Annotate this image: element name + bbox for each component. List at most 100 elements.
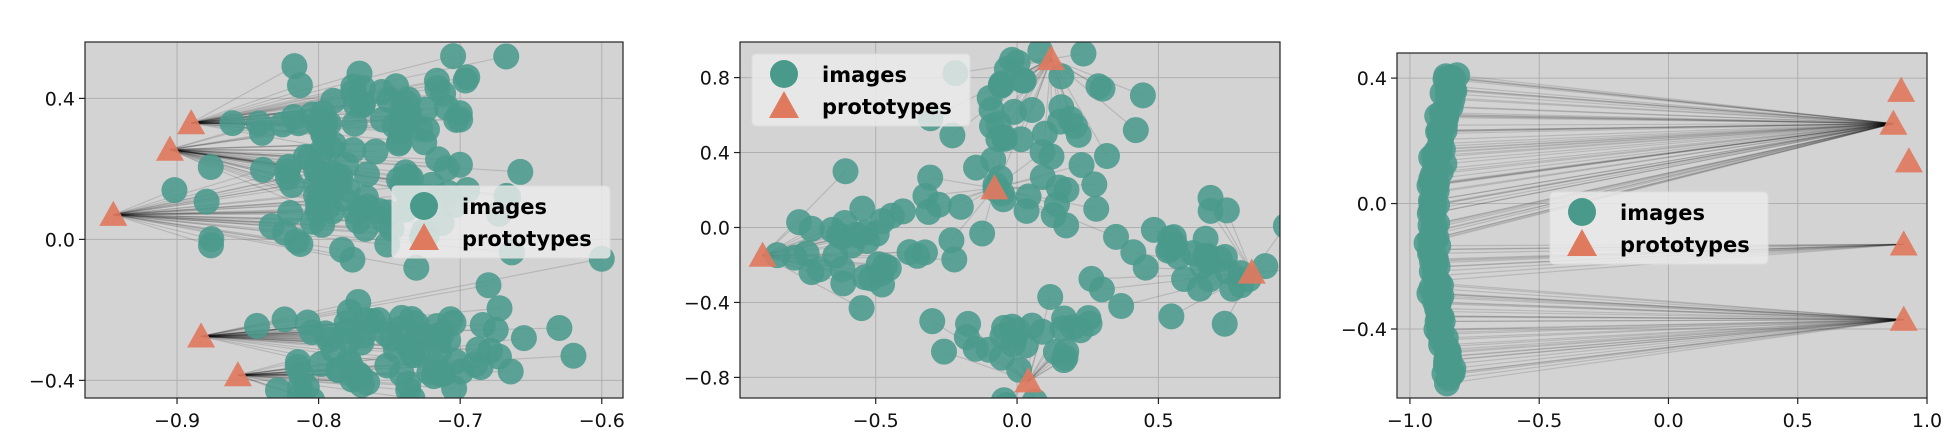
- x-axis: −0.5 0.0 0.5: [853, 398, 1174, 432]
- assignment-line: [1446, 318, 1904, 348]
- assignment-line: [1445, 318, 1904, 339]
- image-point: [333, 310, 360, 337]
- image-point: [446, 151, 473, 178]
- assignment-line: [1446, 318, 1904, 384]
- legend-prototypes-marker: [1567, 229, 1597, 256]
- legend-prototypes-marker: [769, 91, 799, 118]
- image-point: [930, 338, 957, 365]
- image-point: [362, 138, 389, 165]
- image-point: [919, 308, 946, 335]
- assignment-line: [1431, 122, 1894, 185]
- image-point: [493, 43, 520, 70]
- image-point: [281, 53, 308, 80]
- image-point: [278, 171, 305, 198]
- assignment-line: [113, 214, 285, 234]
- assignment-line: [113, 214, 212, 240]
- image-point: [978, 96, 1005, 123]
- image-point: [1076, 310, 1103, 337]
- assignment-line: [1440, 122, 1894, 173]
- assignment-line: [1426, 122, 1894, 244]
- prototype-marker: [1879, 109, 1908, 135]
- image-point: [277, 200, 304, 227]
- image-point: [1160, 224, 1187, 251]
- image-point: [1283, 256, 1309, 282]
- assignment-line: [1429, 122, 1894, 215]
- x-tick-label: −0.5: [1516, 410, 1562, 432]
- legend-images-marker: [1568, 198, 1596, 226]
- assignment-line: [190, 84, 301, 124]
- image-point: [1004, 317, 1031, 344]
- y-tick-label: 0.0: [1357, 194, 1387, 216]
- assignment-line: [1445, 78, 1894, 125]
- assignment-line: [1442, 92, 1894, 125]
- image-point: [890, 198, 917, 225]
- assignment-line: [1447, 106, 1894, 125]
- assignment-line: [1430, 122, 1894, 226]
- assignment-line: [1430, 122, 1894, 240]
- image-point: [353, 161, 380, 188]
- image-point: [193, 188, 220, 215]
- image-point: [447, 106, 474, 133]
- image-point: [1211, 310, 1238, 337]
- x-tick-label: −0.9: [154, 410, 200, 432]
- image-point: [969, 220, 996, 247]
- image-point: [454, 64, 481, 91]
- legend-prototypes-label: prototypes: [1620, 233, 1750, 257]
- assignment-line: [1433, 122, 1894, 157]
- image-point: [475, 272, 502, 299]
- assignment-line: [1431, 287, 1904, 321]
- image-point: [293, 374, 320, 398]
- prototype-marker: [1894, 147, 1923, 173]
- assignment-line: [1431, 122, 1894, 206]
- assignment-line: [1437, 293, 1904, 321]
- image-point: [1108, 293, 1135, 320]
- assignment-line: [1434, 122, 1894, 194]
- prototype-marker: [980, 174, 1009, 200]
- scatter-panel-1: −0.9 −0.8 −0.7 −0.6 −0.4 0.0 0.4 images prototyp…: [29, 41, 625, 432]
- assignment-line: [113, 214, 272, 227]
- assignment-line: [1441, 318, 1904, 335]
- assignment-line: [1434, 122, 1894, 205]
- image-point: [329, 236, 356, 263]
- image-point: [440, 43, 467, 70]
- image-point: [395, 370, 422, 397]
- image-point: [462, 351, 489, 378]
- assignment-line: [1444, 318, 1904, 375]
- image-point: [161, 177, 188, 204]
- assignment-line: [191, 73, 360, 124]
- assignment-line: [1439, 315, 1904, 321]
- assignment-line: [1446, 318, 1904, 358]
- legend-images-marker: [770, 60, 798, 88]
- image-point: [1068, 151, 1095, 178]
- axes-frame: [1396, 52, 1928, 399]
- y-tick-label: −0.4: [1341, 319, 1387, 341]
- image-point: [938, 227, 965, 254]
- assignment-line: [1441, 112, 1894, 125]
- image-point: [1093, 143, 1120, 170]
- image-point: [219, 110, 246, 137]
- assignment-line: [1450, 106, 1894, 125]
- prototype-marker: [1237, 258, 1266, 284]
- y-tick-label: 0.4: [700, 143, 730, 165]
- prototype-marker: [1889, 305, 1918, 331]
- y-tick-label: 0.8: [700, 68, 730, 90]
- prototype-marker: [155, 135, 184, 161]
- scatter-panel-3: −1.0 −0.5 0.0 0.5 1.0 −0.4 0.0 0.4 images prototy…: [1341, 52, 1942, 432]
- image-point: [1103, 223, 1130, 250]
- legend-box: [391, 185, 611, 259]
- axes-frame: [739, 41, 1281, 399]
- prototype-markers: [748, 44, 1266, 393]
- image-point: [340, 136, 367, 163]
- assignment-line: [201, 335, 413, 355]
- assignment-lines: [1426, 74, 1904, 384]
- legend-prototypes-label: prototypes: [822, 95, 952, 119]
- assignment-line: [1442, 115, 1894, 125]
- image-point: [485, 343, 512, 370]
- assignment-line: [1448, 318, 1904, 380]
- assignment-line: [1431, 122, 1894, 180]
- legend-images-label: images: [822, 63, 907, 87]
- assignment-line: [1435, 122, 1894, 171]
- y-axis: −0.8 −0.4 0.0 0.4 0.8: [684, 68, 740, 389]
- x-axis: −0.9 −0.8 −0.7 −0.6: [154, 398, 625, 432]
- image-point: [988, 70, 1015, 97]
